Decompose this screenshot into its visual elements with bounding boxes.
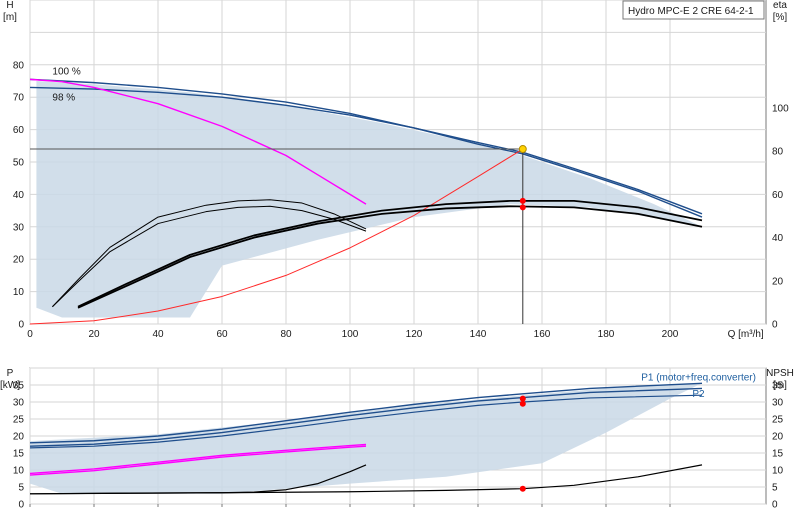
series-line-eta: [52, 205, 367, 308]
y-right-axis-name: NPSH: [766, 368, 794, 379]
efficiency-point-marker: [519, 197, 526, 204]
x-tick-label: 80: [280, 329, 292, 340]
operating-range-area: [36, 81, 702, 318]
y-right-tick-label: 0: [772, 320, 778, 331]
y-right-tick-label: 100: [772, 104, 789, 115]
head-efficiency-panel: 0 10 20 30 40 50 60 70 80 0 20 40 60 80 100 H[m] eta[%] 1…: [3, 0, 789, 340]
y-tick-label: 10: [13, 287, 25, 298]
x-tick-label: 140: [470, 329, 487, 340]
y-axis-unit: [kW]: [0, 380, 20, 391]
series-line-eta: [77, 205, 703, 309]
y-tick-label: 50: [13, 158, 25, 169]
y-right-tick-label: 20: [772, 432, 784, 443]
power-npsh-panel: 0 5 10 15 20 25 30 35 0 5 10 15 20 25 30 35 P[kW] NPSH[m]…: [0, 367, 794, 511]
y-tick-label: 60: [13, 125, 25, 136]
x-tick-label: 120: [406, 329, 423, 340]
series-line-pump-curve: [29, 86, 703, 215]
y-tick-label: 15: [13, 449, 25, 460]
y-right-tick-label: 40: [772, 233, 784, 244]
y-right-tick-label: 35: [772, 381, 784, 392]
power-point-marker: [519, 485, 526, 492]
y-right-axis-unit: [m]: [773, 380, 787, 391]
series-line-pump-curve: [29, 78, 703, 218]
chart-title: Hydro MPC-E 2 CRE 64-2-1: [628, 6, 754, 17]
y-tick-label: 80: [13, 60, 25, 71]
y-tick-label: 70: [13, 93, 25, 104]
chart-title-box: [622, 0, 765, 20]
x-tick-label: 20: [88, 329, 100, 340]
series-line-max-power: [29, 445, 367, 476]
operating-point-marker: [518, 145, 527, 154]
y-tick-label: 40: [13, 190, 25, 201]
y-right-tick-label: 30: [772, 398, 784, 409]
y-axis-name: H: [6, 0, 13, 11]
x-tick-label: 40: [152, 329, 164, 340]
x-tick-label: 180: [598, 329, 615, 340]
y-right-tick-label: 20: [772, 276, 784, 287]
operating-range-area: [30, 383, 702, 494]
series-line-P1: [29, 382, 703, 444]
x-tick-label: 0: [27, 329, 33, 340]
y-right-tick-label: 15: [772, 449, 784, 460]
y-right-tick-label: 10: [772, 466, 784, 477]
x-axis-label: Q [m³/h]: [728, 329, 764, 340]
y-tick-label: 20: [13, 255, 25, 266]
series-line-max-power: [29, 443, 367, 475]
y-tick-label: 25: [13, 415, 25, 426]
curve-label: 98 %: [52, 92, 75, 103]
y-axis-name: P: [7, 368, 14, 379]
x-tick-label: 200: [662, 329, 679, 340]
y-right-tick-label: 80: [772, 147, 784, 158]
curve-label: P1 (motor+freq.converter): [641, 373, 756, 384]
x-tick-label: 100: [342, 329, 359, 340]
y-tick-label: 5: [18, 483, 24, 494]
power-point-marker: [519, 395, 526, 402]
y-tick-label: 35: [13, 381, 25, 392]
series-line-system-curve: [29, 148, 524, 325]
y-tick-label: 30: [13, 222, 25, 233]
y-right-tick-label: 25: [772, 415, 784, 426]
y-tick-label: 0: [18, 500, 24, 511]
y-right-axis-name: eta: [773, 0, 787, 11]
y-right-axis-unit: [%]: [773, 12, 788, 23]
series-line-max-curve: [29, 78, 367, 205]
y-tick-label: 20: [13, 432, 25, 443]
y-right-tick-label: 5: [772, 483, 778, 494]
y-tick-label: 0: [18, 320, 24, 331]
series-line-eta: [52, 199, 367, 308]
series-line-npsh: [29, 464, 703, 495]
power-point-marker: [519, 400, 526, 407]
y-tick-label: 30: [13, 398, 25, 409]
y-axis-unit: [m]: [3, 12, 17, 23]
y-right-tick-label: 0: [772, 500, 778, 511]
efficiency-point-marker: [519, 204, 526, 211]
series-line-eta: [77, 199, 703, 308]
y-right-tick-label: 60: [772, 190, 784, 201]
curve-label: P2: [692, 389, 705, 400]
series-line-P1: [29, 387, 703, 447]
curve-label: 100 %: [52, 67, 80, 78]
series-line-P2: [29, 394, 703, 449]
x-tick-label: 60: [216, 329, 228, 340]
y-tick-label: 10: [13, 466, 25, 477]
x-tick-label: 160: [534, 329, 551, 340]
